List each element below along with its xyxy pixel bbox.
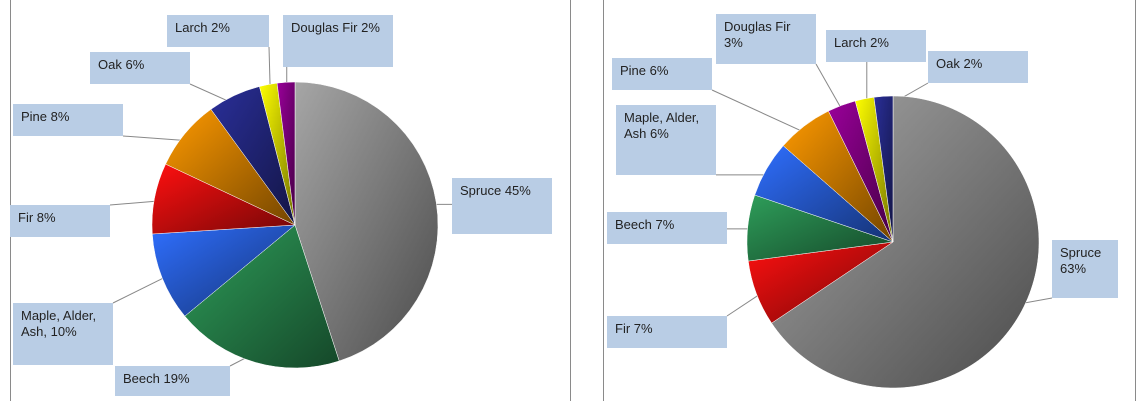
category-label: Fir bbox=[615, 321, 631, 336]
category-label: Douglas Fir bbox=[291, 20, 358, 35]
value-label: 6% bbox=[125, 57, 145, 72]
category-label: Fir bbox=[18, 210, 34, 225]
category-label: Larch bbox=[175, 20, 208, 35]
value-label: 8% bbox=[50, 109, 70, 124]
data-label: Maple, Alder, Ash, 10% bbox=[13, 303, 113, 365]
data-label: Spruce 45% bbox=[452, 178, 552, 234]
value-label: 19% bbox=[163, 371, 190, 386]
value-label: 2% bbox=[361, 20, 380, 35]
pie-slice bbox=[873, 95, 894, 243]
category-label: Spruce bbox=[1060, 245, 1102, 260]
value-label: 2% bbox=[211, 20, 230, 35]
panel-border bbox=[603, 0, 1136, 401]
data-label: Fir 8% bbox=[10, 205, 110, 237]
value-label: 7% bbox=[633, 321, 653, 336]
category-label: Larch bbox=[834, 35, 867, 50]
data-label: Pine 8% bbox=[13, 104, 123, 136]
panel-border bbox=[10, 0, 571, 401]
category-label: Oak bbox=[936, 56, 960, 71]
data-label: Larch 2% bbox=[167, 15, 269, 47]
value-label: 7% bbox=[655, 217, 675, 232]
pie-slice bbox=[294, 81, 439, 362]
category-label: Oak bbox=[98, 57, 122, 72]
value-label: 2% bbox=[870, 35, 889, 50]
value-label: 63% bbox=[1060, 261, 1087, 276]
value-label: 3% bbox=[724, 35, 743, 50]
data-label: Spruce 63% bbox=[1052, 240, 1118, 298]
data-label: Larch 2% bbox=[826, 30, 926, 62]
data-label: Fir 7% bbox=[607, 316, 727, 348]
pie-slice bbox=[276, 81, 296, 226]
data-label: Beech 7% bbox=[607, 212, 727, 244]
data-label: Pine 6% bbox=[612, 58, 712, 90]
category-label: Pine bbox=[620, 63, 647, 78]
category-label: Spruce bbox=[460, 183, 502, 198]
data-label: Maple, Alder, Ash 6% bbox=[616, 105, 716, 175]
data-label: Beech 19% bbox=[115, 366, 230, 396]
category-label: Beech bbox=[123, 371, 160, 386]
category-label: Maple, Alder, Ash bbox=[624, 110, 700, 141]
pie-slice bbox=[152, 224, 296, 317]
value-label: 6% bbox=[649, 63, 669, 78]
data-label: Oak 2% bbox=[928, 51, 1028, 83]
value-label: 45% bbox=[504, 183, 531, 198]
data-label: Oak 6% bbox=[90, 52, 190, 84]
category-label: Beech bbox=[615, 217, 652, 232]
value-label: 6% bbox=[650, 126, 669, 141]
pie-slice bbox=[771, 95, 1040, 389]
value-label: 8% bbox=[36, 210, 56, 225]
category-label: Douglas Fir bbox=[724, 19, 791, 34]
category-label: Pine bbox=[21, 109, 48, 124]
data-label: Douglas Fir 2% bbox=[283, 15, 393, 67]
pie-slice bbox=[184, 224, 340, 369]
leader-line bbox=[711, 89, 812, 136]
value-label: 10% bbox=[50, 324, 77, 339]
data-label: Douglas Fir 3% bbox=[716, 14, 816, 64]
category-label: Maple, Alder, Ash, bbox=[21, 308, 97, 339]
value-label: 2% bbox=[963, 56, 983, 71]
